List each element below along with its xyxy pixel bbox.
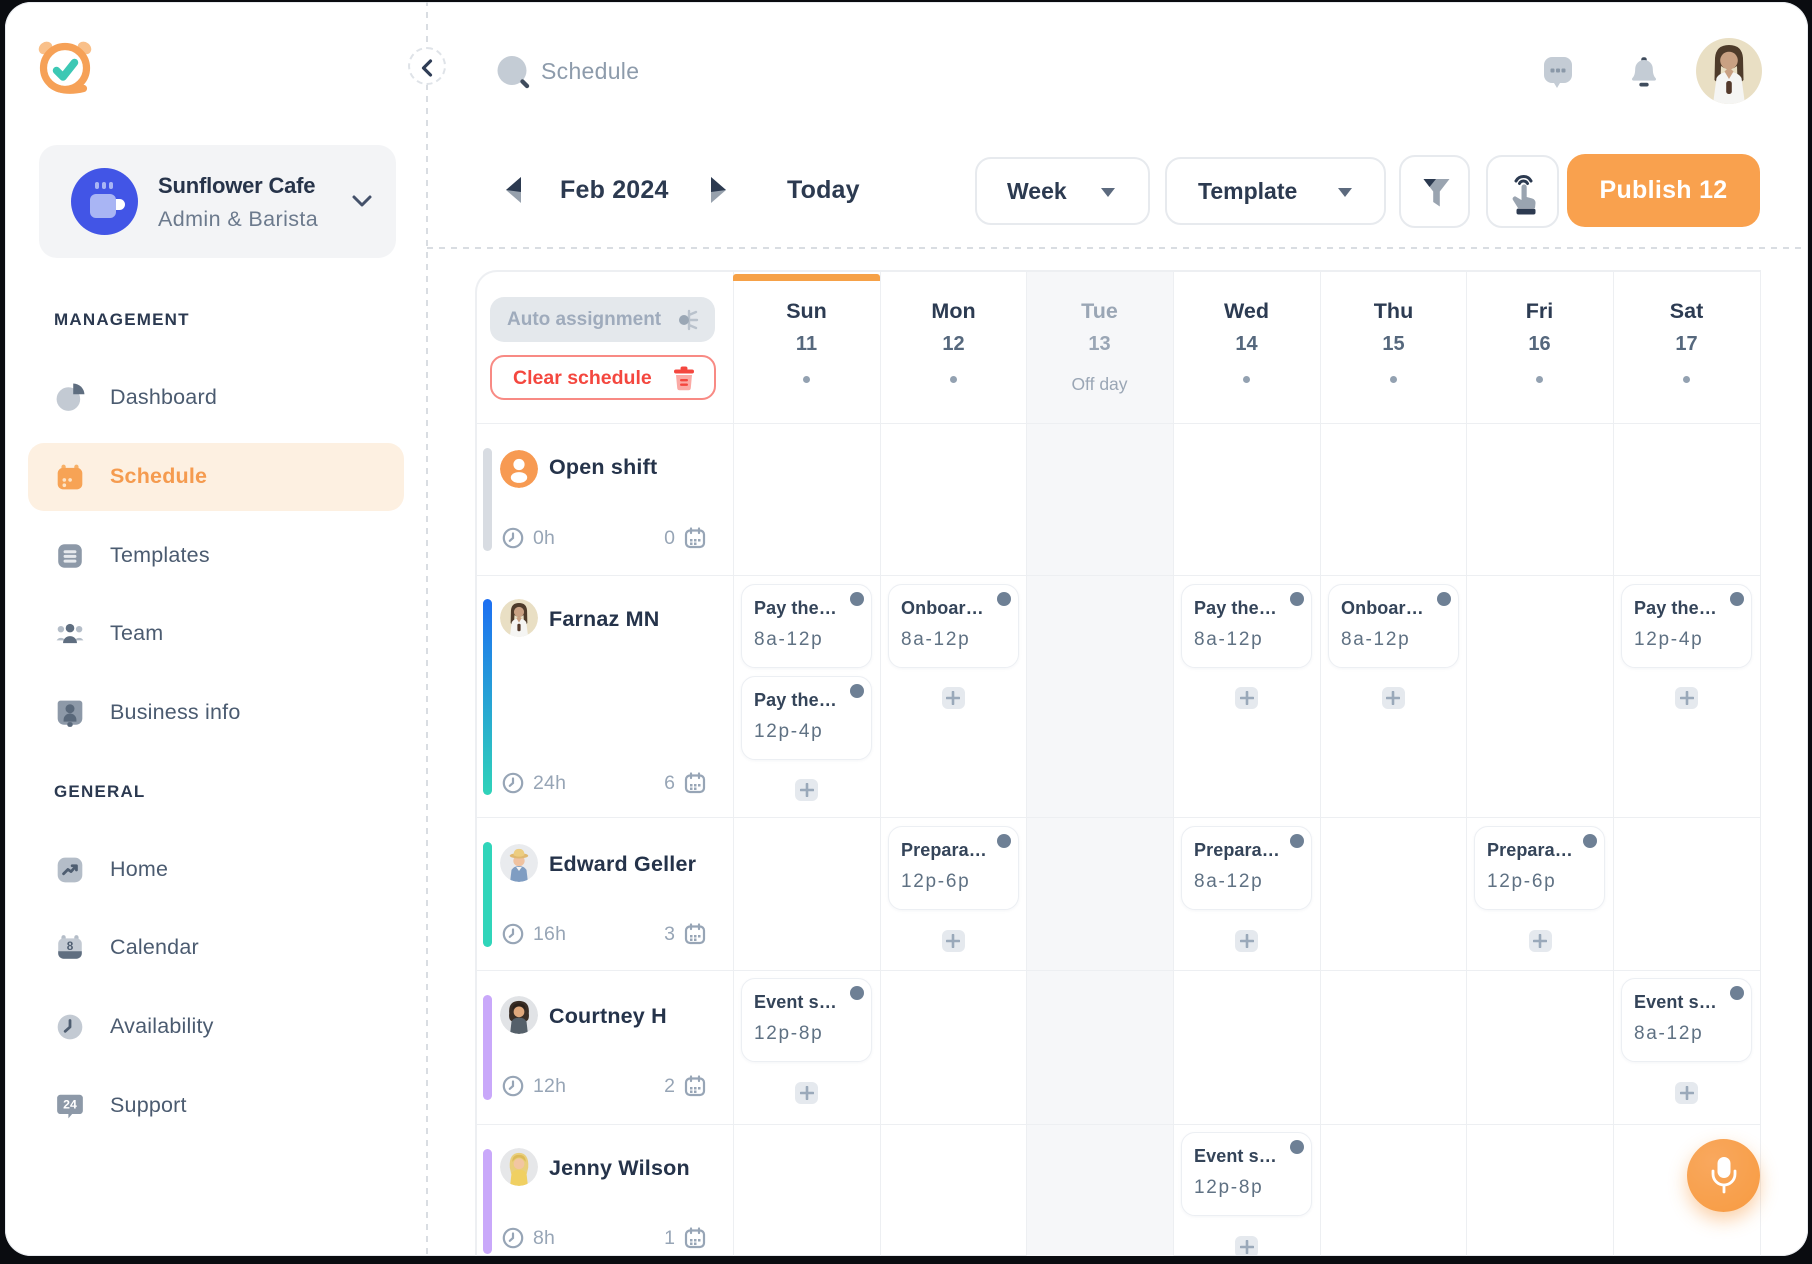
svg-text:8: 8 [67, 940, 74, 953]
svg-text:24: 24 [63, 1098, 77, 1112]
